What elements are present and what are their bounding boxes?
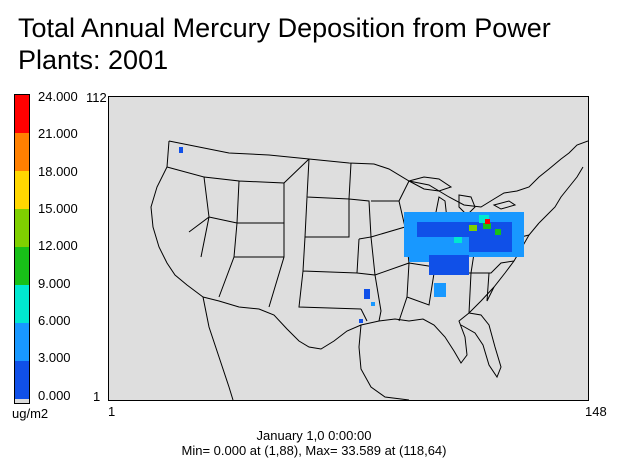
legend-swatch-yellow [15, 171, 29, 209]
us-west-coast [150, 140, 204, 298]
row-label-top: 112 [86, 90, 107, 105]
lake-ontario [492, 200, 517, 210]
page-title: Total Annual Mercury Deposition from Pow… [18, 13, 551, 75]
map-boundaries [150, 140, 588, 400]
legend-swatch-cyan [15, 285, 29, 323]
lake-superior [407, 176, 453, 192]
legend-swatch-blue [15, 361, 29, 399]
col-label-right: 148 [585, 404, 607, 419]
legend-tick-24: 24.000 [38, 89, 78, 104]
legend-tick-12: 12.000 [38, 238, 78, 253]
legend-tick-0: 0.000 [38, 388, 71, 403]
legend-swatch-yellowgreen [15, 209, 29, 247]
footer-stats: Min= 0.000 at (1,88), Max= 33.589 at (11… [181, 443, 447, 458]
footer-date: January 1,0 0:00:00 [256, 428, 372, 443]
state-lines-west [166, 158, 310, 308]
legend-tick-21: 21.000 [38, 126, 78, 141]
legend-swatch-red [15, 95, 29, 133]
us-east-coast [538, 166, 584, 224]
col-label-left: 1 [108, 404, 116, 419]
legend-swatch-lightblue [15, 323, 29, 361]
legend-tick-6: 6.000 [38, 313, 71, 328]
mexico-coast [202, 296, 234, 400]
deposition-map [108, 96, 589, 401]
legend-swatch-orange [15, 133, 29, 171]
legend-tick-15: 15.000 [38, 201, 78, 216]
row-label-bottom: 1 [93, 389, 101, 404]
legend-swatch-gray [15, 399, 29, 403]
lake-huron [458, 194, 476, 216]
deposition-cells [179, 147, 524, 323]
legend-tick-18: 18.000 [38, 164, 78, 179]
us-map-svg [150, 140, 588, 400]
legend-tick-9: 9.000 [38, 276, 71, 291]
gulf-coast-mexico [358, 324, 410, 400]
legend-swatch-green [15, 247, 29, 285]
legend-unit: ug/m2 [12, 406, 49, 421]
color-legend [14, 94, 30, 404]
legend-tick-3: 3.000 [38, 350, 71, 365]
canada-border [168, 140, 588, 208]
florida [460, 312, 502, 379]
